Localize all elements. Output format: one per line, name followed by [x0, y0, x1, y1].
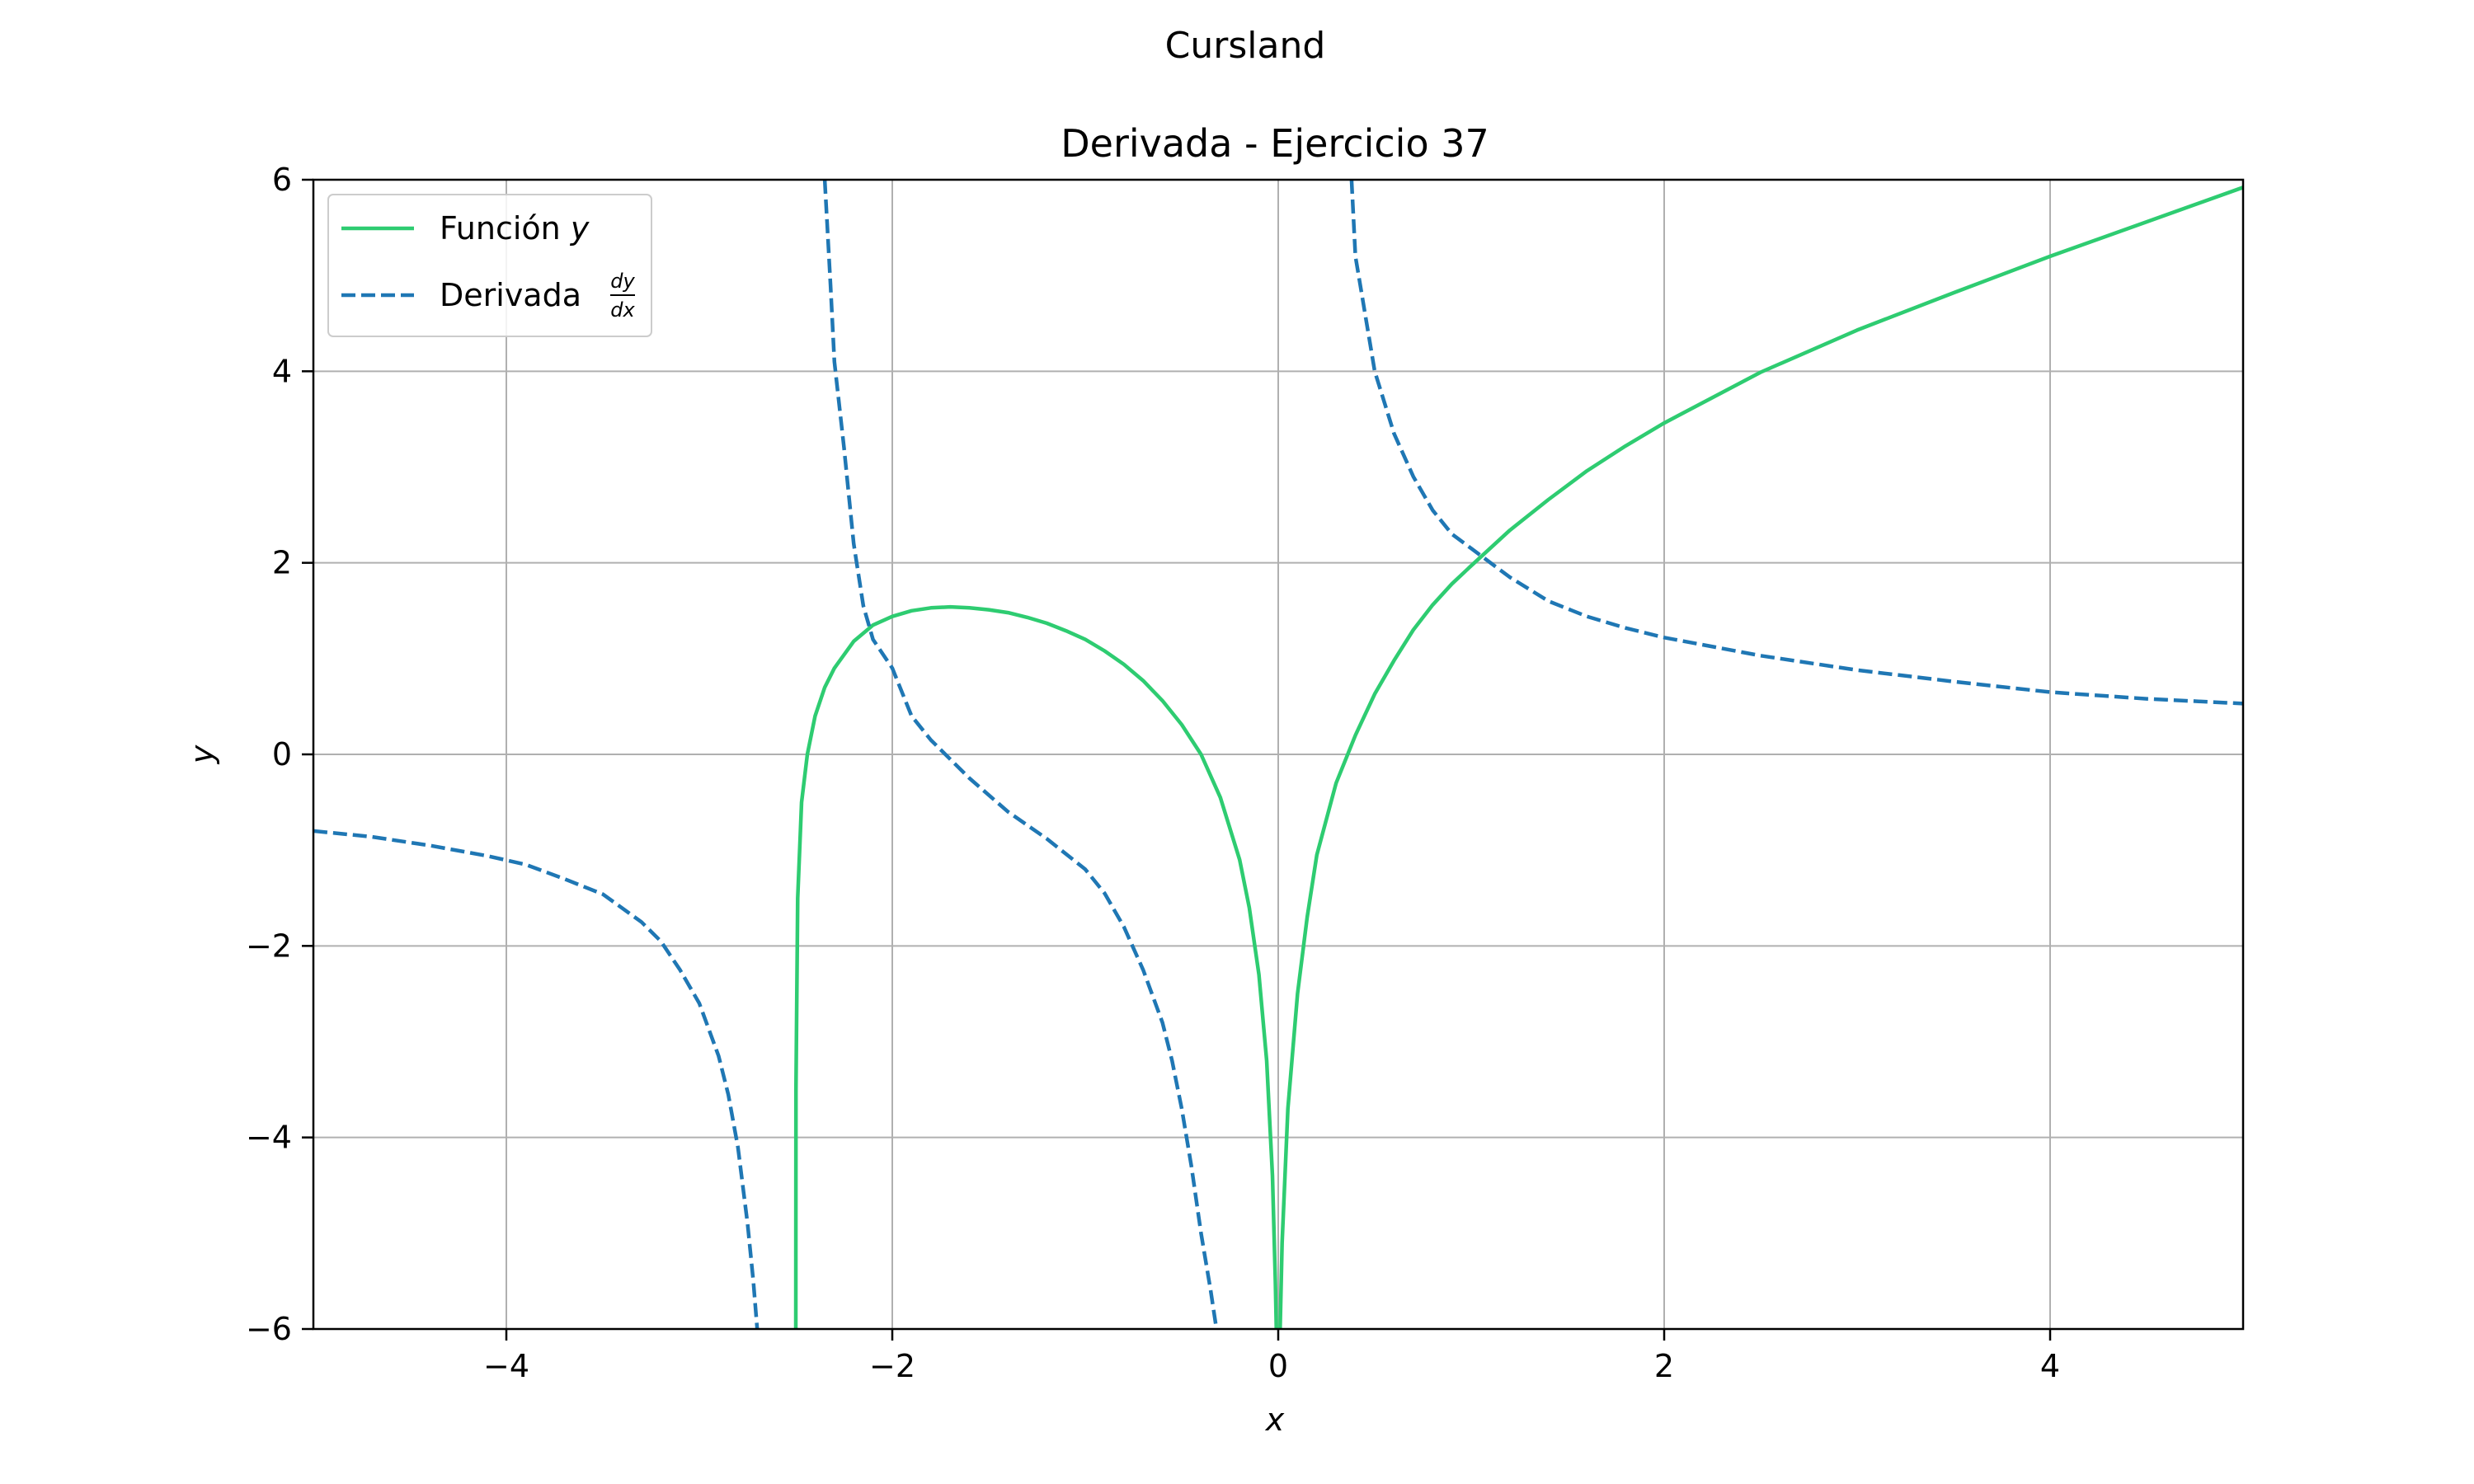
legend: Función y Derivada dy dx	[327, 194, 652, 337]
y-tick-label: 6	[272, 162, 292, 198]
derivative-line-segment-0	[313, 829, 760, 1329]
y-tick-label: −4	[246, 1120, 292, 1156]
function-y-line-segment-1	[1278, 186, 2243, 1329]
legend-label-funcion: Función	[440, 210, 561, 247]
y-tick-label: −2	[246, 928, 292, 964]
derivative-line-segment-1	[822, 180, 1219, 1329]
grid-lines	[313, 179, 2243, 1330]
x-tick-label: −2	[869, 1348, 915, 1384]
x-tick-label: 2	[1654, 1348, 1674, 1384]
y-axis-label: y	[184, 744, 220, 764]
derivative-line-segment-2	[1349, 180, 2243, 706]
x-tick-label: 0	[1268, 1348, 1288, 1384]
y-tick-label: 0	[272, 736, 292, 773]
x-tick-label: −4	[483, 1348, 529, 1384]
x-axis-label: x	[1265, 1402, 1285, 1438]
legend-entry-funcion: Función y	[440, 210, 590, 247]
y-tick-label: −6	[246, 1311, 292, 1347]
function-y-line-segment-0	[793, 604, 1278, 1329]
legend-frac-denominator: dx	[610, 298, 635, 322]
legend-var-funcion: y	[570, 210, 590, 247]
y-tick-label: 2	[272, 545, 292, 581]
figure-suptitle: Cursland	[1165, 25, 1326, 67]
legend-frac-numerator: dy	[610, 270, 635, 293]
plot-area	[313, 180, 2243, 1329]
y-tick-label: 4	[272, 353, 292, 389]
chart-title: Derivada - Ejercicio 37	[1061, 121, 1489, 166]
axis-ticks: −4 −2 0 2 4 −6 −4 −2 0 2 4 6	[246, 162, 2060, 1384]
x-tick-label: 4	[2040, 1348, 2060, 1384]
legend-label-derivada: Derivada	[440, 277, 581, 313]
